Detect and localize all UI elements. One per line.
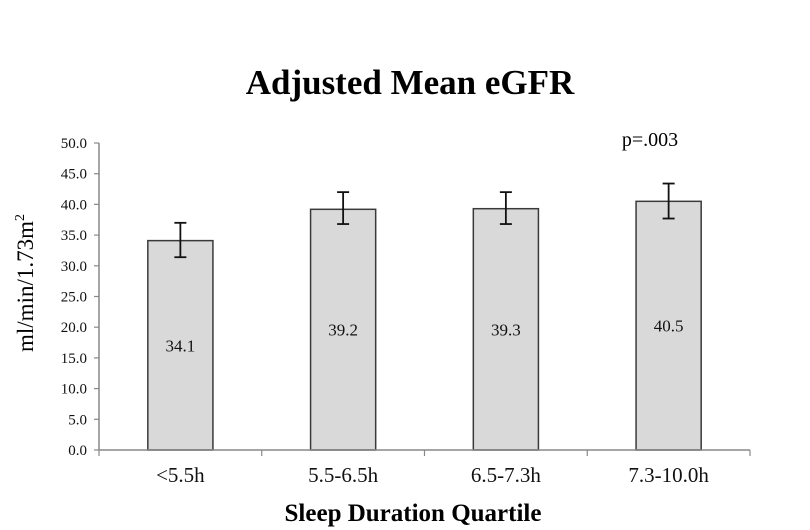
x-tick-label: 7.3-10.0h xyxy=(628,463,709,487)
x-tick-label: 5.5-6.5h xyxy=(308,463,378,487)
y-tick-label: 30.0 xyxy=(61,259,87,275)
chart-title: Adjusted Mean eGFR xyxy=(246,63,575,102)
y-tick-label: 50.0 xyxy=(61,136,87,152)
y-tick-label: 25.0 xyxy=(61,290,87,306)
p-value-annotation: p=.003 xyxy=(622,129,678,151)
y-axis-title-main: ml/min/1.73m xyxy=(13,221,38,352)
svg-text:ml/min/1.73m2: ml/min/1.73m2 xyxy=(13,214,38,352)
bar xyxy=(147,239,214,451)
bar-value-label: 39.3 xyxy=(491,320,521,339)
x-axis-title: Sleep Duration Quartile xyxy=(285,500,542,527)
bar-value-label: 39.2 xyxy=(328,321,358,340)
y-tick-label: 45.0 xyxy=(61,167,87,183)
y-tick-label: 0.0 xyxy=(68,443,87,459)
y-tick-label: 35.0 xyxy=(61,228,87,244)
y-tick-label: 40.0 xyxy=(61,197,87,213)
y-tick-label: 20.0 xyxy=(61,320,87,336)
bar-value-label: 34.1 xyxy=(166,336,196,355)
x-tick-label: <5.5h xyxy=(156,463,205,487)
bar-value-label: 40.5 xyxy=(654,317,684,336)
plot-area: 0.0 5.0 10.0 15.0 20.0 25.0 30.0 35.0 40.0 45.0 50… xyxy=(61,136,751,487)
y-axis-title-superscript: 2 xyxy=(13,214,28,221)
x-tick-label: 6.5-7.3h xyxy=(471,463,541,487)
y-axis-title: ml/min/1.73m2 xyxy=(13,214,38,352)
y-tick-label: 5.0 xyxy=(68,412,87,428)
bar xyxy=(309,208,377,451)
y-tick-label: 10.0 xyxy=(61,382,87,398)
y-tick-label: 15.0 xyxy=(61,351,87,367)
